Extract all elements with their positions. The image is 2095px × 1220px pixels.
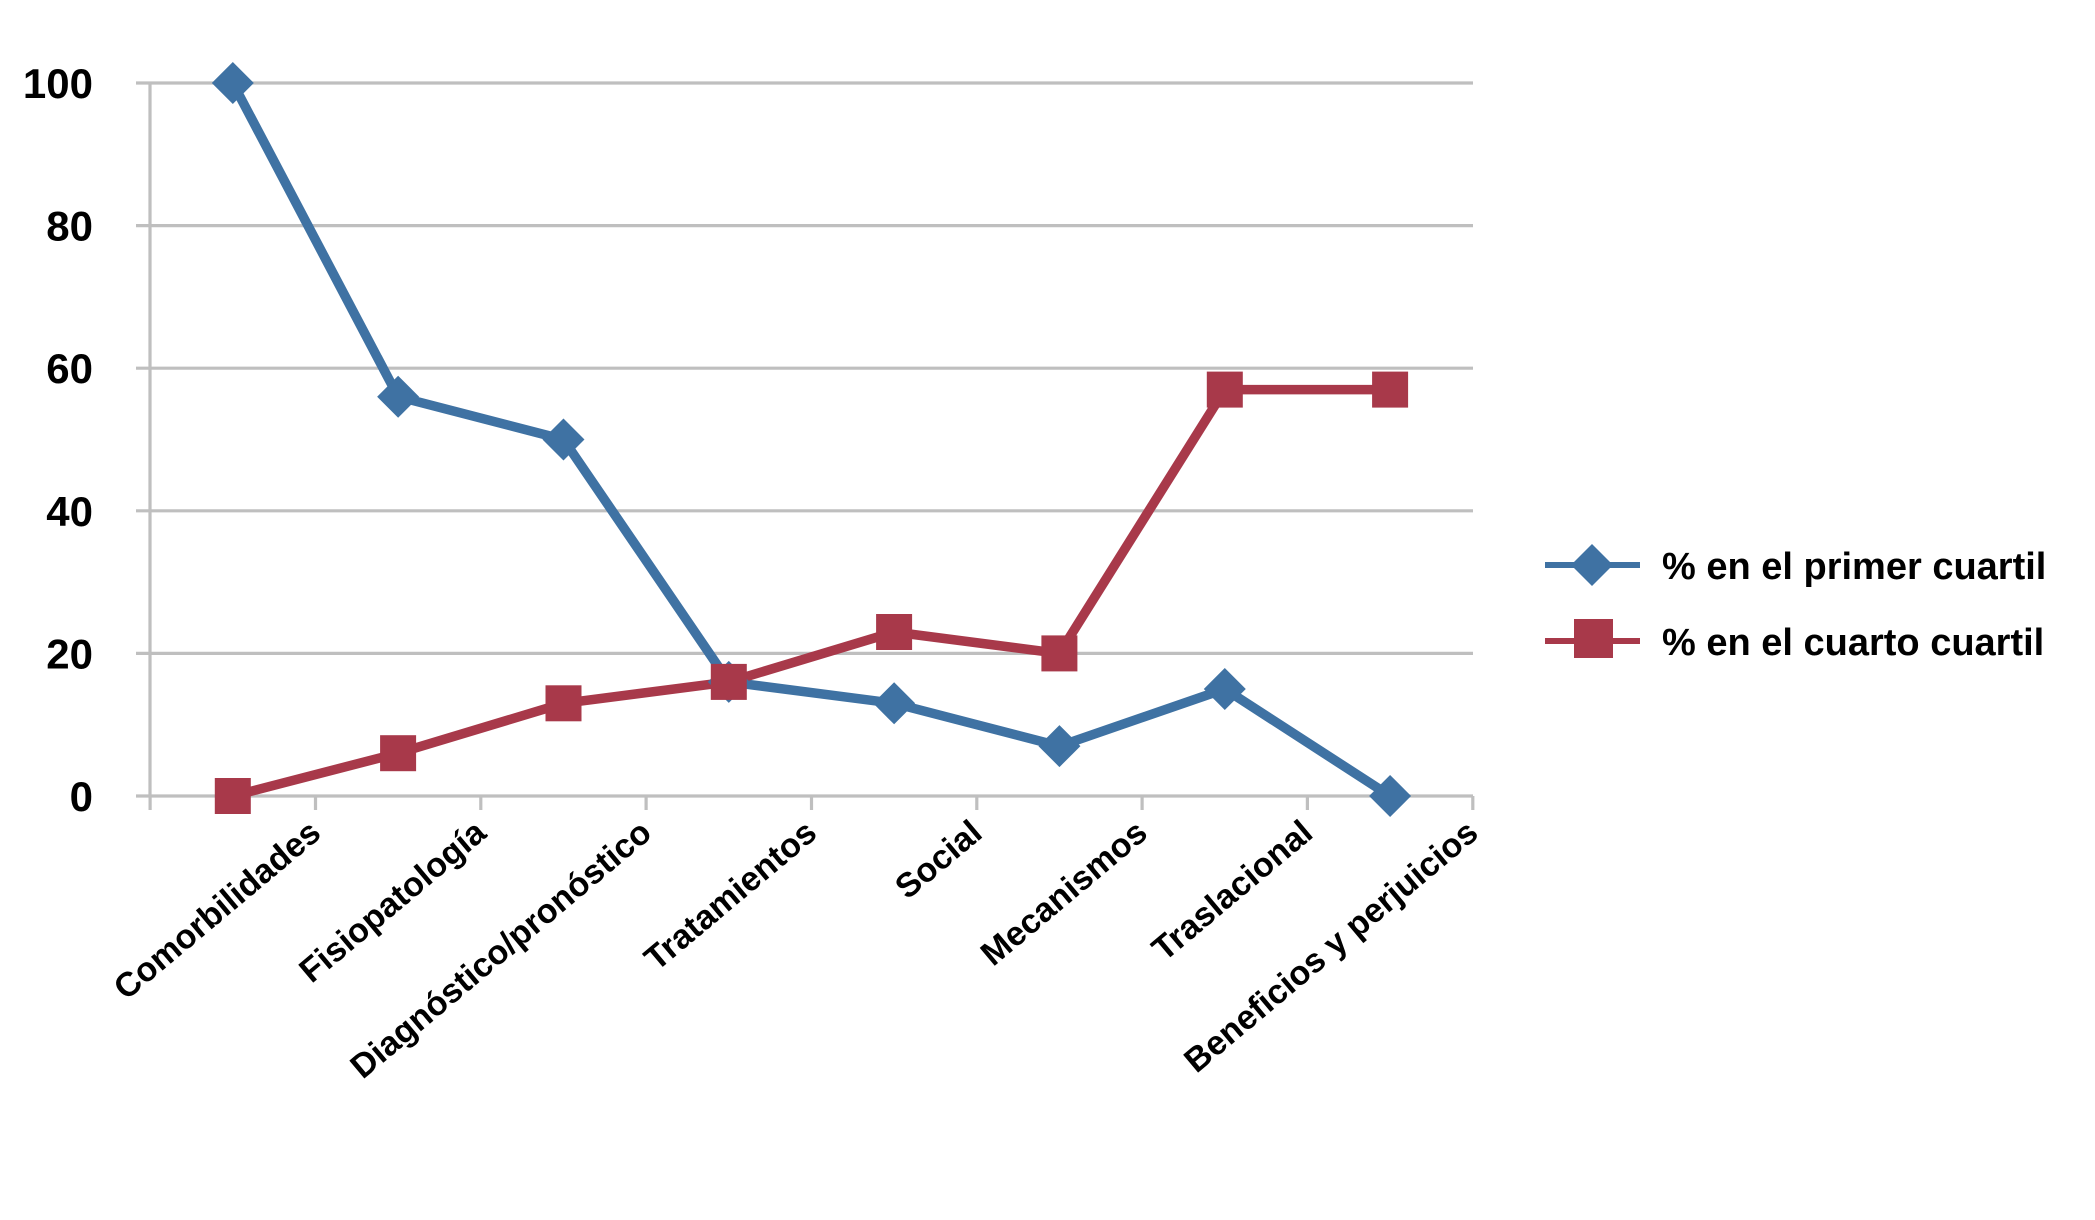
svg-text:60: 60 (46, 345, 93, 392)
svg-text:% en el primer cuartil: % en el primer cuartil (1662, 546, 2046, 588)
svg-text:20: 20 (46, 630, 93, 677)
svg-text:Beneficios y perjuicios: Beneficios y perjuicios (1177, 813, 1485, 1080)
svg-text:Social: Social (888, 813, 989, 906)
svg-text:% en el cuarto cuartil: % en el cuarto cuartil (1662, 622, 2044, 664)
svg-text:0: 0 (70, 773, 93, 820)
svg-text:80: 80 (46, 203, 93, 250)
svg-text:Comorbilidades: Comorbilidades (107, 813, 328, 1007)
svg-text:Tratamientos: Tratamientos (637, 813, 824, 978)
svg-text:Mecanismos: Mecanismos (974, 813, 1155, 973)
svg-text:100: 100 (23, 60, 93, 107)
svg-text:Traslacional: Traslacional (1145, 813, 1320, 968)
svg-text:Diagnóstico/pronóstico: Diagnóstico/pronóstico (343, 813, 658, 1086)
svg-text:40: 40 (46, 488, 93, 535)
